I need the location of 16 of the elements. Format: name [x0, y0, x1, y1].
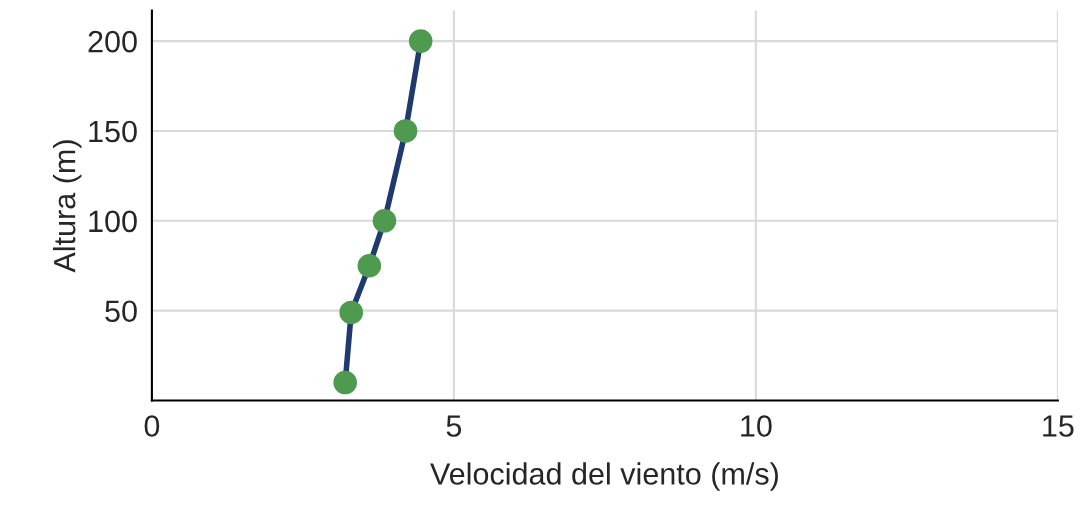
y-tick-label: 200	[88, 30, 137, 53]
y-tick-label: 100	[89, 210, 137, 233]
point	[333, 370, 357, 395]
y-tick-label: 50	[105, 300, 137, 323]
point	[372, 208, 397, 233]
x-tick-label: 10	[741, 415, 772, 437]
x-axis-title: Velocidad del viento (m/s)	[430, 462, 778, 491]
point	[393, 119, 418, 143]
x-tick-label: 0	[144, 415, 160, 437]
point	[408, 29, 433, 53]
point	[357, 253, 382, 278]
x-tick-label: 15	[1043, 415, 1074, 437]
y-tick-label: 150	[89, 120, 137, 143]
x-tick-label: 5	[446, 415, 462, 437]
y-axis-title: Altura (m)	[53, 140, 82, 273]
point	[339, 300, 364, 325]
